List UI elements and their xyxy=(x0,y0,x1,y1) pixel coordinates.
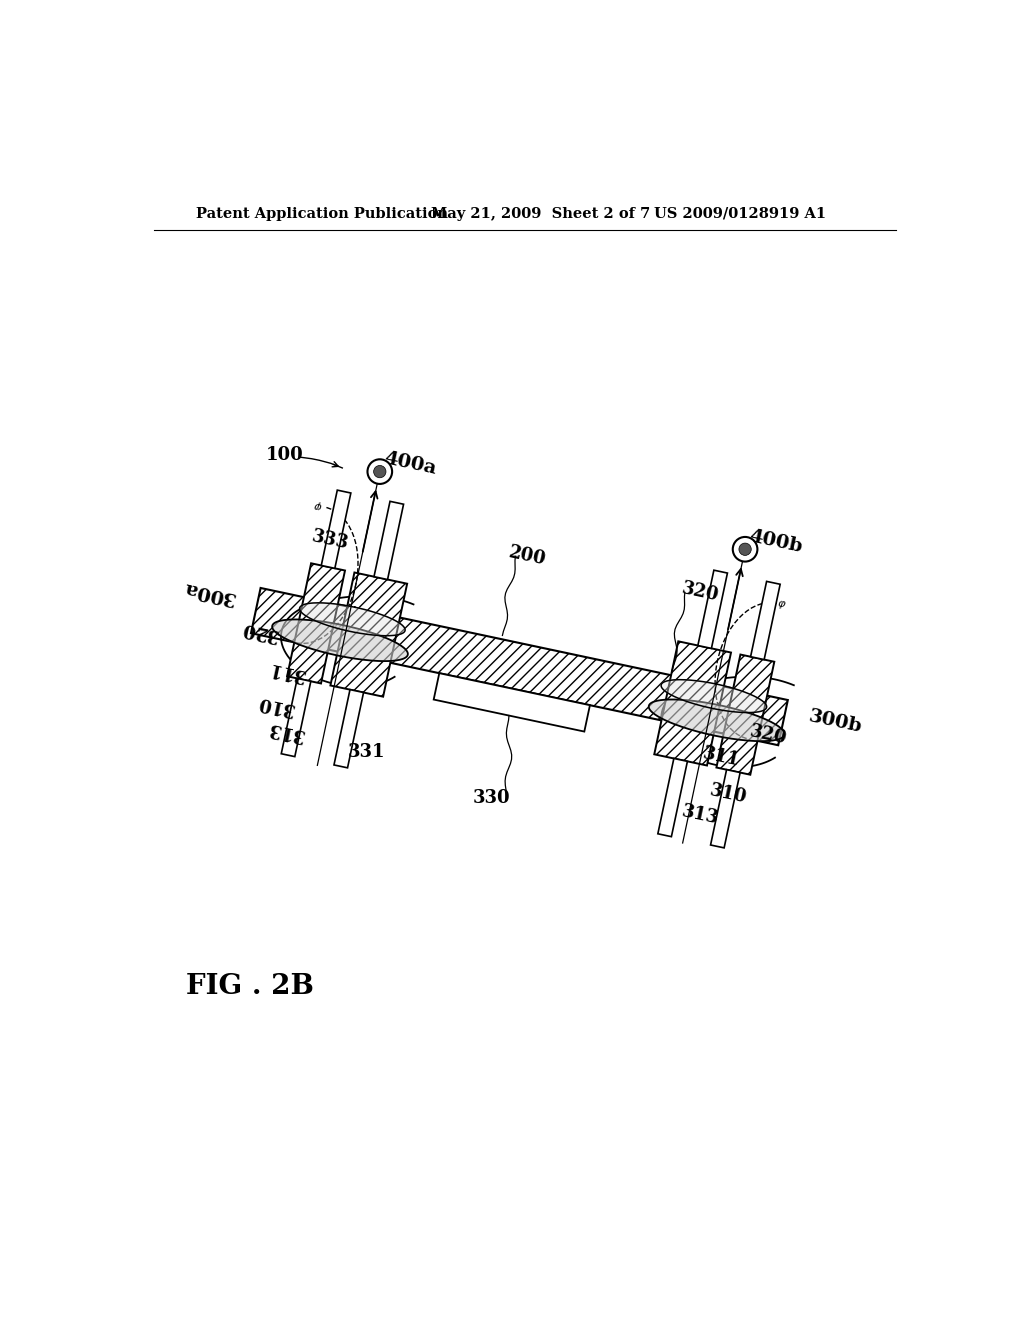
Text: 320: 320 xyxy=(749,722,788,748)
Text: May 21, 2009  Sheet 2 of 7: May 21, 2009 Sheet 2 of 7 xyxy=(431,207,650,220)
Bar xyxy=(251,587,787,746)
Bar xyxy=(434,673,590,731)
Polygon shape xyxy=(272,619,408,661)
Bar xyxy=(334,689,364,768)
Text: 200: 200 xyxy=(507,544,547,569)
Text: φ: φ xyxy=(776,598,785,610)
Text: 320: 320 xyxy=(680,579,721,605)
Bar xyxy=(331,573,408,697)
Text: 311: 311 xyxy=(266,657,306,684)
Text: Patent Application Publication: Patent Application Publication xyxy=(196,207,449,220)
Text: 300b: 300b xyxy=(807,706,864,735)
Text: 400a: 400a xyxy=(383,450,438,478)
Text: 333: 333 xyxy=(309,527,350,553)
Circle shape xyxy=(368,459,392,484)
Text: 310: 310 xyxy=(255,693,295,718)
Bar xyxy=(657,759,687,837)
Bar xyxy=(322,490,351,569)
Bar xyxy=(331,573,408,697)
Text: 320: 320 xyxy=(239,618,280,644)
Polygon shape xyxy=(662,680,767,713)
Polygon shape xyxy=(300,603,406,636)
Bar xyxy=(717,655,774,775)
Polygon shape xyxy=(649,700,784,741)
Text: 300a: 300a xyxy=(180,578,237,607)
Bar xyxy=(287,564,345,684)
Text: 313: 313 xyxy=(265,718,305,743)
Bar xyxy=(251,587,787,746)
Circle shape xyxy=(374,466,386,478)
Bar xyxy=(654,642,731,766)
Bar xyxy=(711,770,740,847)
Text: FIG . 2B: FIG . 2B xyxy=(186,973,314,999)
Text: 100: 100 xyxy=(265,446,303,463)
Text: 313: 313 xyxy=(680,803,721,828)
Circle shape xyxy=(739,543,752,556)
Text: 331: 331 xyxy=(348,743,385,762)
Bar xyxy=(374,502,403,579)
Text: 400b: 400b xyxy=(748,527,804,556)
Text: 310: 310 xyxy=(709,781,749,807)
Bar xyxy=(654,642,731,766)
Bar xyxy=(287,564,345,684)
Text: 311: 311 xyxy=(700,744,741,770)
Text: φ: φ xyxy=(312,500,323,511)
Bar xyxy=(717,655,774,775)
Text: US 2009/0128919 A1: US 2009/0128919 A1 xyxy=(654,207,826,220)
Bar xyxy=(282,678,311,756)
Circle shape xyxy=(733,537,758,561)
Bar xyxy=(698,570,727,648)
Text: 330: 330 xyxy=(473,789,510,808)
Bar xyxy=(751,581,780,660)
